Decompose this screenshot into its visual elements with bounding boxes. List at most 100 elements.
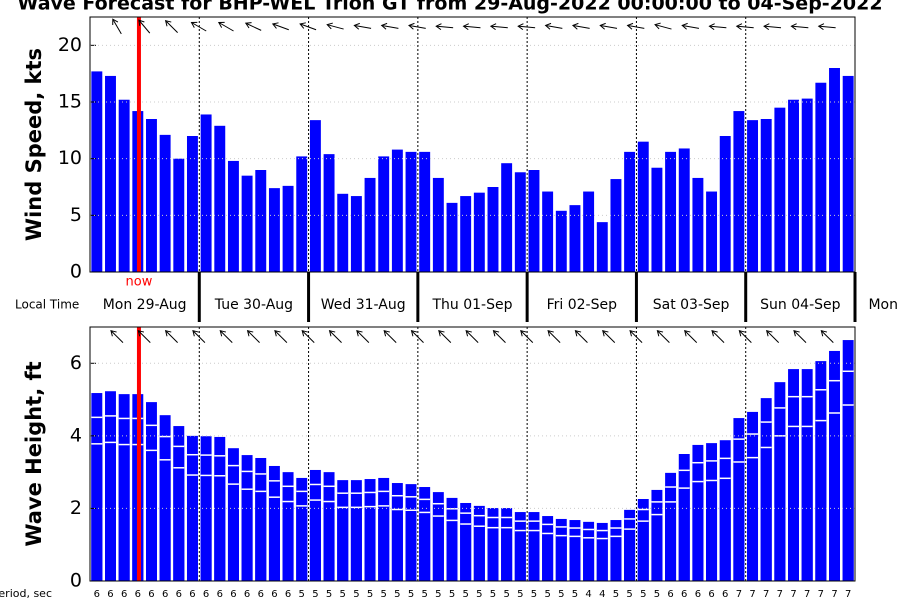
arrow-shaft: [491, 25, 508, 29]
arrow-head: [654, 22, 661, 30]
arrow-shaft: [464, 25, 481, 29]
period-value: 6: [107, 589, 113, 600]
now-label: now: [126, 275, 153, 290]
arrow-shaft: [112, 19, 122, 35]
bar: [542, 533, 554, 581]
bar: [159, 134, 171, 272]
period-value: 7: [831, 589, 837, 600]
arrow-head: [353, 22, 360, 30]
direction-arrow: [408, 22, 426, 30]
bar: [91, 443, 103, 581]
arrow-head: [410, 329, 418, 337]
direction-arrow: [765, 329, 780, 344]
bar: [446, 202, 458, 272]
day-label: Tue 30-Aug: [214, 297, 293, 313]
period-value: 4: [599, 589, 605, 600]
arrow-shaft: [328, 24, 344, 30]
period-value: 5: [462, 589, 468, 600]
arrow-head: [110, 329, 117, 337]
period-value: 6: [681, 589, 687, 600]
arrow-shaft: [275, 330, 288, 344]
bar: [446, 520, 458, 581]
arrow-shaft: [683, 25, 700, 29]
bar: [473, 526, 485, 581]
period-value: 6: [230, 589, 236, 600]
arrow-head: [708, 23, 715, 31]
arrow-head: [656, 329, 664, 337]
arrow-head: [137, 329, 145, 337]
arrow-head: [112, 18, 119, 26]
bar: [309, 500, 321, 581]
period-value: 6: [135, 589, 141, 600]
arrow-head: [274, 329, 281, 337]
bar: [760, 447, 772, 581]
period-value: 5: [340, 589, 346, 600]
bar: [678, 148, 690, 272]
arrow-head: [817, 23, 825, 31]
y-tick-label: 4: [70, 424, 82, 446]
arrow-head: [164, 19, 172, 27]
arrow-shaft: [548, 330, 561, 344]
period-value: 7: [804, 589, 810, 600]
arrow-head: [574, 329, 582, 337]
bar: [788, 99, 799, 272]
bar: [337, 193, 349, 272]
arrow-head: [544, 22, 552, 30]
period-value: 6: [162, 589, 168, 600]
arrow-shaft: [519, 25, 536, 29]
bar: [255, 491, 267, 581]
bar: [350, 507, 362, 581]
arrow-shaft: [437, 25, 454, 29]
bar: [624, 529, 636, 581]
period-value: 6: [121, 589, 127, 600]
period-label: Period, sec: [0, 587, 52, 600]
arrow-head: [190, 21, 198, 28]
direction-arrow: [602, 329, 616, 344]
bar: [173, 467, 185, 581]
bar: [706, 480, 718, 581]
arrow-head: [383, 329, 390, 337]
bar: [514, 172, 526, 272]
bar: [296, 156, 308, 272]
arrow-head: [408, 22, 415, 30]
direction-arrow: [435, 23, 454, 31]
period-value: 6: [258, 589, 264, 600]
bar: [186, 475, 198, 581]
arrow-head: [246, 329, 254, 337]
arrow-head: [738, 329, 746, 337]
bar: [227, 484, 239, 581]
arrow-shaft: [409, 25, 426, 29]
direction-arrow: [438, 329, 452, 344]
period-value: 6: [176, 589, 182, 600]
arrow-head: [735, 23, 743, 31]
arrow-shaft: [739, 330, 752, 344]
arrow-head: [681, 22, 688, 30]
arrow-head: [244, 22, 252, 29]
arrow-head: [380, 22, 388, 30]
direction-arrow: [599, 22, 618, 30]
arrow-head: [328, 329, 336, 337]
bar: [146, 450, 157, 581]
period-value: 7: [777, 589, 783, 600]
period-value: 5: [613, 589, 619, 600]
arrow-head: [571, 22, 579, 30]
bar: [528, 530, 540, 581]
period-value: 5: [408, 589, 414, 600]
arrow-shaft: [247, 330, 260, 344]
bar: [829, 68, 840, 272]
arrow-shaft: [819, 25, 836, 29]
direction-arrow: [326, 22, 344, 30]
bar: [747, 120, 759, 272]
bar: [815, 420, 827, 581]
arrow-head: [517, 23, 524, 31]
bar: [528, 170, 540, 272]
bar: [706, 191, 718, 272]
direction-arrow: [274, 329, 288, 344]
bar: [241, 175, 253, 272]
period-value: 5: [572, 589, 578, 600]
period-value: 6: [244, 589, 250, 600]
direction-arrow: [190, 21, 207, 32]
period-value: 7: [818, 589, 824, 600]
bar: [255, 170, 267, 272]
bar: [842, 75, 854, 272]
